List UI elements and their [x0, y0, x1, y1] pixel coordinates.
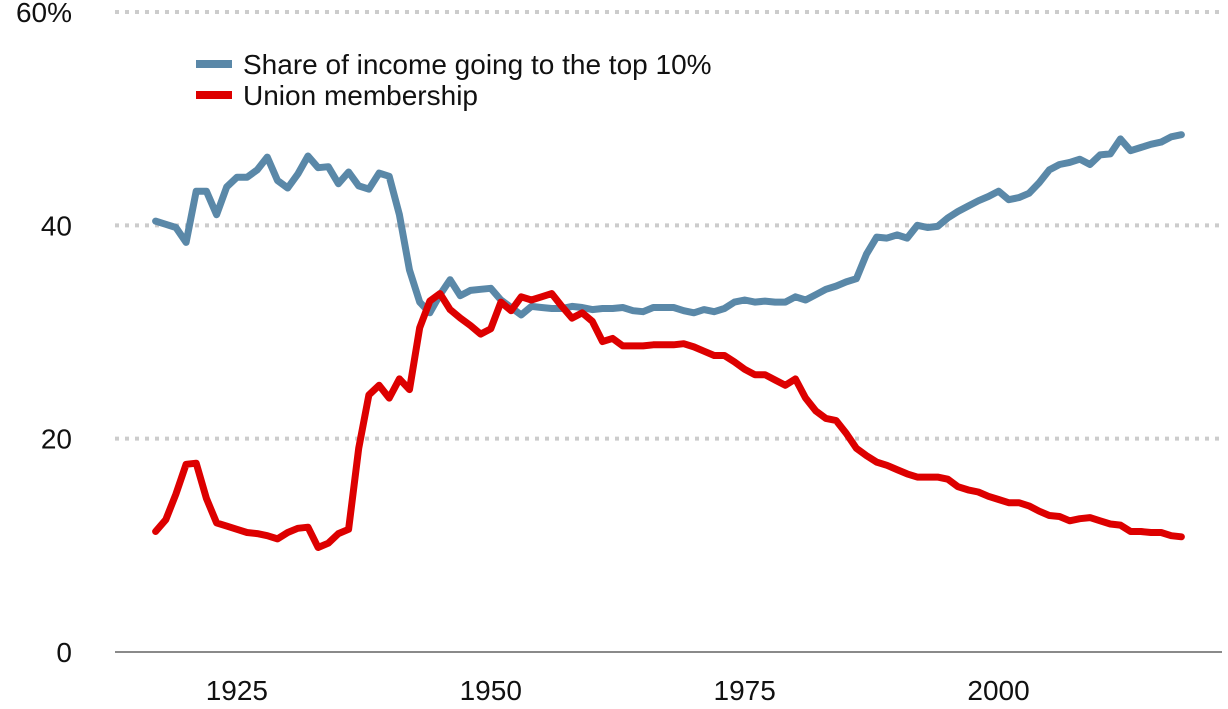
x-tick-label: 2000	[967, 675, 1029, 706]
x-axis-tick-labels: 1925 1950 1975 2000	[206, 675, 1030, 706]
y-tick-label: 40	[41, 210, 72, 241]
legend-label: Share of income going to the top 10%	[243, 49, 712, 80]
y-tick-label: 60%	[16, 0, 72, 28]
x-tick-label: 1975	[714, 675, 776, 706]
y-tick-label: 0	[56, 637, 72, 668]
series-lines	[152, 131, 1185, 551]
x-tick-label: 1925	[206, 675, 268, 706]
legend-label: Union membership	[243, 80, 478, 111]
series-line-top-10-income-share	[152, 131, 1185, 319]
x-tick-label: 1950	[460, 675, 522, 706]
y-tick-label: 20	[41, 424, 72, 455]
series-line-union-membership	[152, 290, 1185, 551]
y-axis-tick-labels: 0 20 40 60%	[16, 0, 72, 668]
legend: Share of income going to the top 10%Unio…	[196, 49, 712, 111]
gridlines	[115, 10, 1222, 441]
